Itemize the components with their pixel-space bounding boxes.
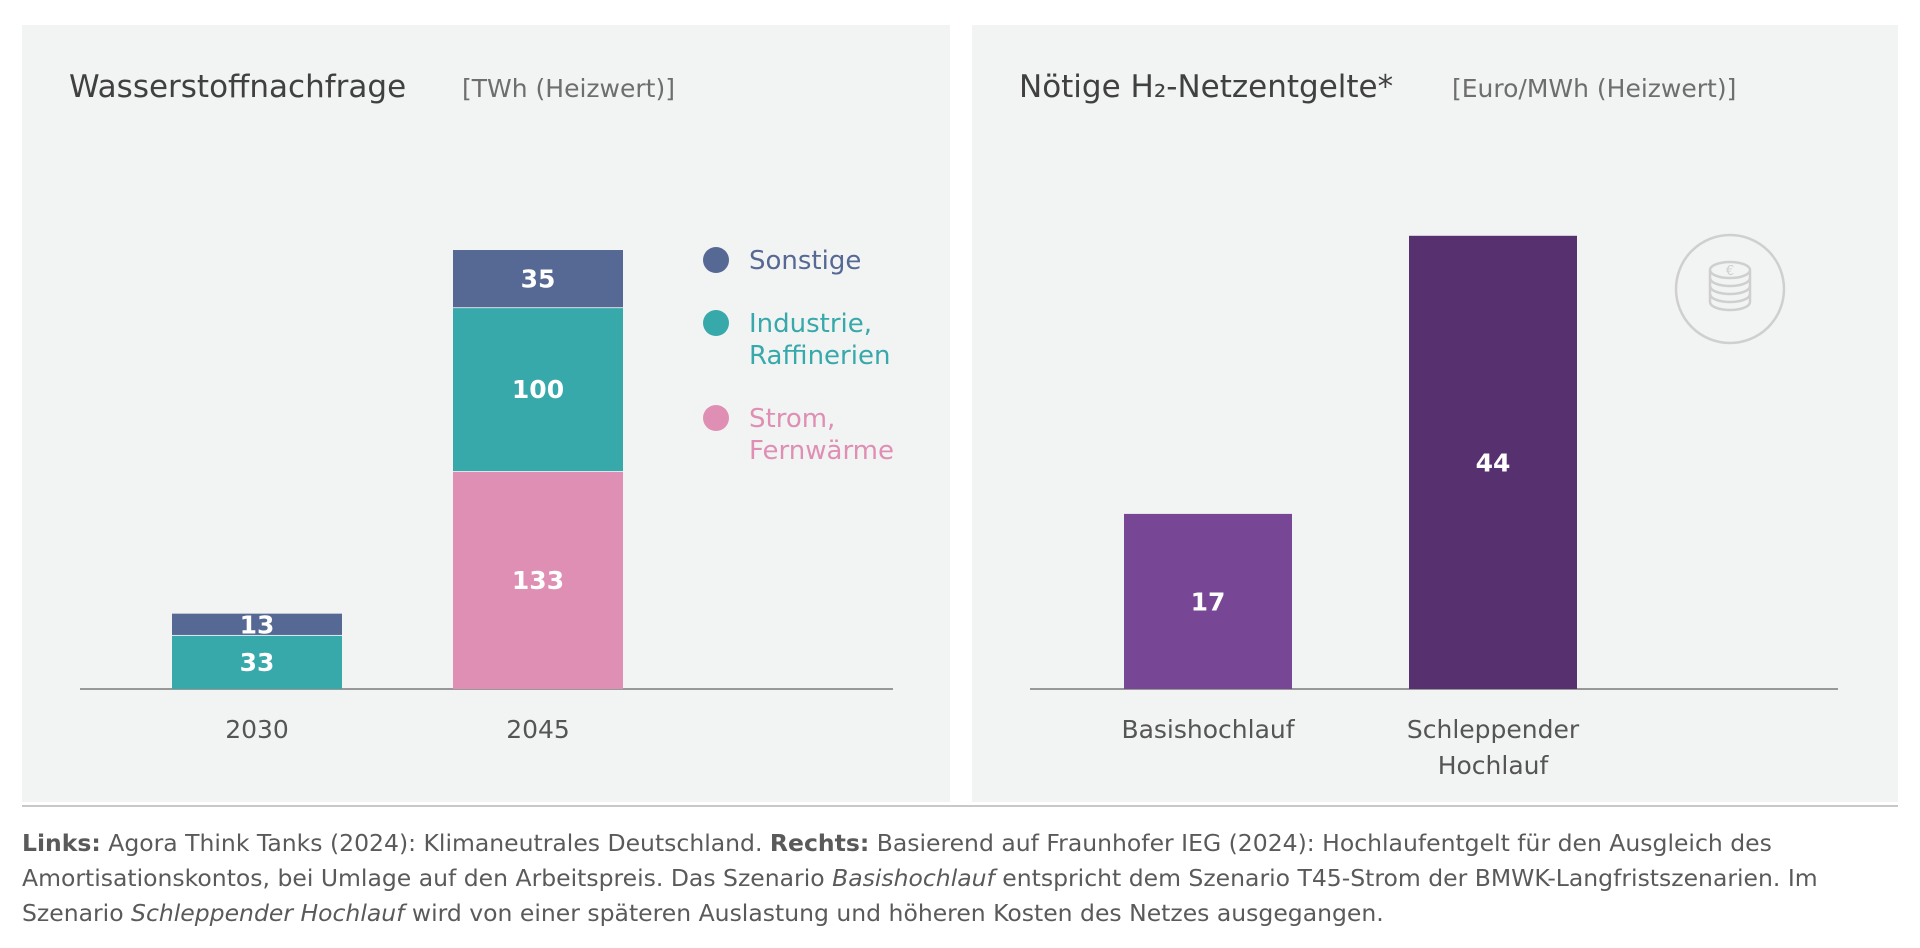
footnote-text-right: Basierend auf Fraunhofer IEG (2024): Hoc… xyxy=(22,829,1772,892)
legend-label: Sonstige xyxy=(749,246,861,276)
left-chart-title: Wasserstoffnachfrage xyxy=(69,69,407,105)
source-footnote: Links: Agora Think Tanks (2024): Klimane… xyxy=(22,826,1902,931)
legend-label: Fernwärme xyxy=(749,436,894,466)
legend-marker xyxy=(703,247,729,273)
bar-segment xyxy=(453,471,623,689)
svg-text:€: € xyxy=(1726,264,1734,279)
legend-label: Raffinerien xyxy=(749,341,890,371)
data-label: 13 xyxy=(240,610,275,639)
x-tick-label: Schleppender xyxy=(1407,715,1580,744)
bar xyxy=(1409,235,1577,690)
hydrogen-demand-chart: 33 13 2030 133 100 35 2045 Sonstige Industrie,Ra… xyxy=(80,246,894,744)
data-label: 35 xyxy=(521,265,556,294)
legend-marker xyxy=(703,310,729,336)
data-label: 100 xyxy=(512,375,564,404)
euro-coin-stack-icon: € xyxy=(1674,233,1786,345)
footnote-scenario-late: Schleppender Hochlauf xyxy=(131,899,405,927)
data-label: 17 xyxy=(1191,587,1226,616)
network-fee-chart: 17 Basishochlauf 44 Schleppender Hochlauf xyxy=(1030,235,1838,780)
footnote-text-mid: entspricht dem Szenario T45-Strom der BM… xyxy=(22,864,1818,927)
data-label: 33 xyxy=(240,648,275,677)
x-tick-label: 2030 xyxy=(225,715,289,744)
right-chart-unit: [Euro/MWh (Heizwert)] xyxy=(1452,74,1737,103)
legend-label: Industrie, xyxy=(749,309,872,339)
x-tick-label: Hochlauf xyxy=(1438,751,1550,780)
data-label: 44 xyxy=(1476,448,1511,477)
right-chart-title: Nötige H₂-Netzentgelte* xyxy=(1019,69,1394,105)
footnote-text-end: wird von einer späteren Auslastung und h… xyxy=(404,899,1384,927)
footnote-divider xyxy=(22,805,1898,807)
bar xyxy=(1124,513,1292,689)
footnote-scenario-basis: Basishochlauf xyxy=(832,864,995,892)
bar-segment xyxy=(172,634,342,689)
right-chart-panel: Nötige H₂-Netzentgelte* [Euro/MWh (Heizw… xyxy=(972,25,1898,802)
bar-segment xyxy=(172,613,342,635)
bar-segment xyxy=(453,250,623,308)
left-chart-unit: [TWh (Heizwert)] xyxy=(462,74,675,103)
x-tick-label: 2045 xyxy=(506,715,570,744)
legend-label: Strom, xyxy=(749,404,835,434)
footnote-label-left: Links: xyxy=(22,829,101,857)
legend-marker xyxy=(703,405,729,431)
footnote-label-right: Rechts: xyxy=(769,829,870,857)
x-tick-label: Basishochlauf xyxy=(1121,715,1295,744)
left-chart-panel: Wasserstoffnachfrage [TWh (Heizwert)] 33… xyxy=(22,25,950,802)
footnote-text-left: Agora Think Tanks (2024): Klimaneutrales… xyxy=(100,829,770,857)
data-label: 133 xyxy=(512,566,564,595)
bar-segment xyxy=(453,307,623,472)
